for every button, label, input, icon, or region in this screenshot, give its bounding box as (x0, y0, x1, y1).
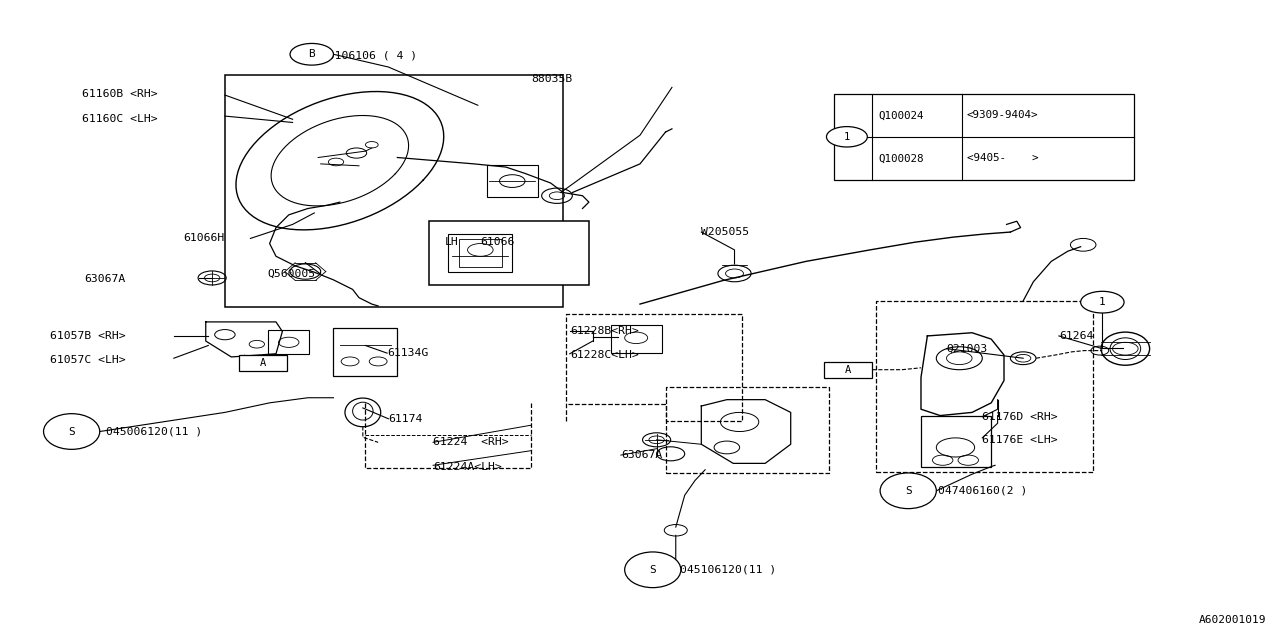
Text: Q21003: Q21003 (946, 344, 988, 354)
Bar (824, 362, 873, 378)
Text: 61176D <RH>: 61176D <RH> (982, 412, 1059, 422)
Text: 1: 1 (1100, 297, 1106, 307)
Text: 61224  <RH>: 61224 <RH> (433, 437, 508, 447)
Bar (611, 325, 662, 353)
Text: 1: 1 (844, 132, 850, 142)
Circle shape (827, 127, 868, 147)
Bar (269, 330, 310, 354)
Text: W205055: W205055 (701, 227, 749, 237)
Text: 63067A: 63067A (84, 273, 125, 284)
Text: A: A (260, 358, 266, 369)
Bar (458, 239, 502, 267)
Bar (225, 75, 563, 307)
Circle shape (291, 44, 334, 65)
Text: 61066: 61066 (480, 237, 515, 247)
Bar (922, 415, 991, 467)
Text: Q100024: Q100024 (879, 110, 924, 120)
Text: Q100028: Q100028 (879, 154, 924, 163)
Text: S: S (68, 426, 76, 436)
Bar (448, 234, 512, 272)
Bar (486, 165, 538, 197)
Text: S: S (649, 564, 657, 575)
Text: 61057C <LH>: 61057C <LH> (50, 355, 125, 365)
Text: 045106120(11 ): 045106120(11 ) (680, 564, 776, 575)
Text: 010106106 ( 4 ): 010106106 ( 4 ) (315, 51, 417, 61)
Text: Q560005: Q560005 (268, 269, 315, 279)
Text: A: A (845, 365, 851, 374)
Bar (334, 328, 397, 376)
Text: 63067A: 63067A (621, 450, 662, 460)
Text: 61264: 61264 (1059, 331, 1093, 341)
Text: S: S (905, 486, 911, 496)
Text: 88035B: 88035B (531, 74, 572, 84)
Text: 047406160(2 ): 047406160(2 ) (937, 486, 1027, 496)
Ellipse shape (625, 552, 681, 588)
Text: 61228C<LH>: 61228C<LH> (570, 350, 639, 360)
Text: 61160C <LH>: 61160C <LH> (82, 115, 157, 124)
Text: 61174: 61174 (388, 414, 422, 424)
Circle shape (1080, 291, 1124, 313)
Text: 61066H: 61066H (183, 234, 224, 243)
Text: 61160B <RH>: 61160B <RH> (82, 89, 157, 99)
Ellipse shape (44, 413, 100, 449)
Text: 61224A<LH>: 61224A<LH> (433, 461, 502, 472)
Text: A602001019: A602001019 (1198, 614, 1266, 625)
Text: 61134G: 61134G (387, 348, 429, 358)
Text: 61176E <LH>: 61176E <LH> (982, 435, 1059, 445)
Text: 045006120(11 ): 045006120(11 ) (106, 426, 202, 436)
Text: B: B (308, 49, 315, 60)
Ellipse shape (881, 473, 936, 509)
Text: <9405-    >: <9405- > (966, 154, 1038, 163)
Bar (239, 355, 288, 371)
Text: 61228B<RH>: 61228B<RH> (570, 326, 639, 337)
Bar (429, 221, 589, 285)
Bar (835, 94, 1134, 180)
Text: 61057B <RH>: 61057B <RH> (50, 331, 125, 341)
Text: <9309-9404>: <9309-9404> (966, 110, 1038, 120)
Text: LH: LH (444, 237, 458, 247)
